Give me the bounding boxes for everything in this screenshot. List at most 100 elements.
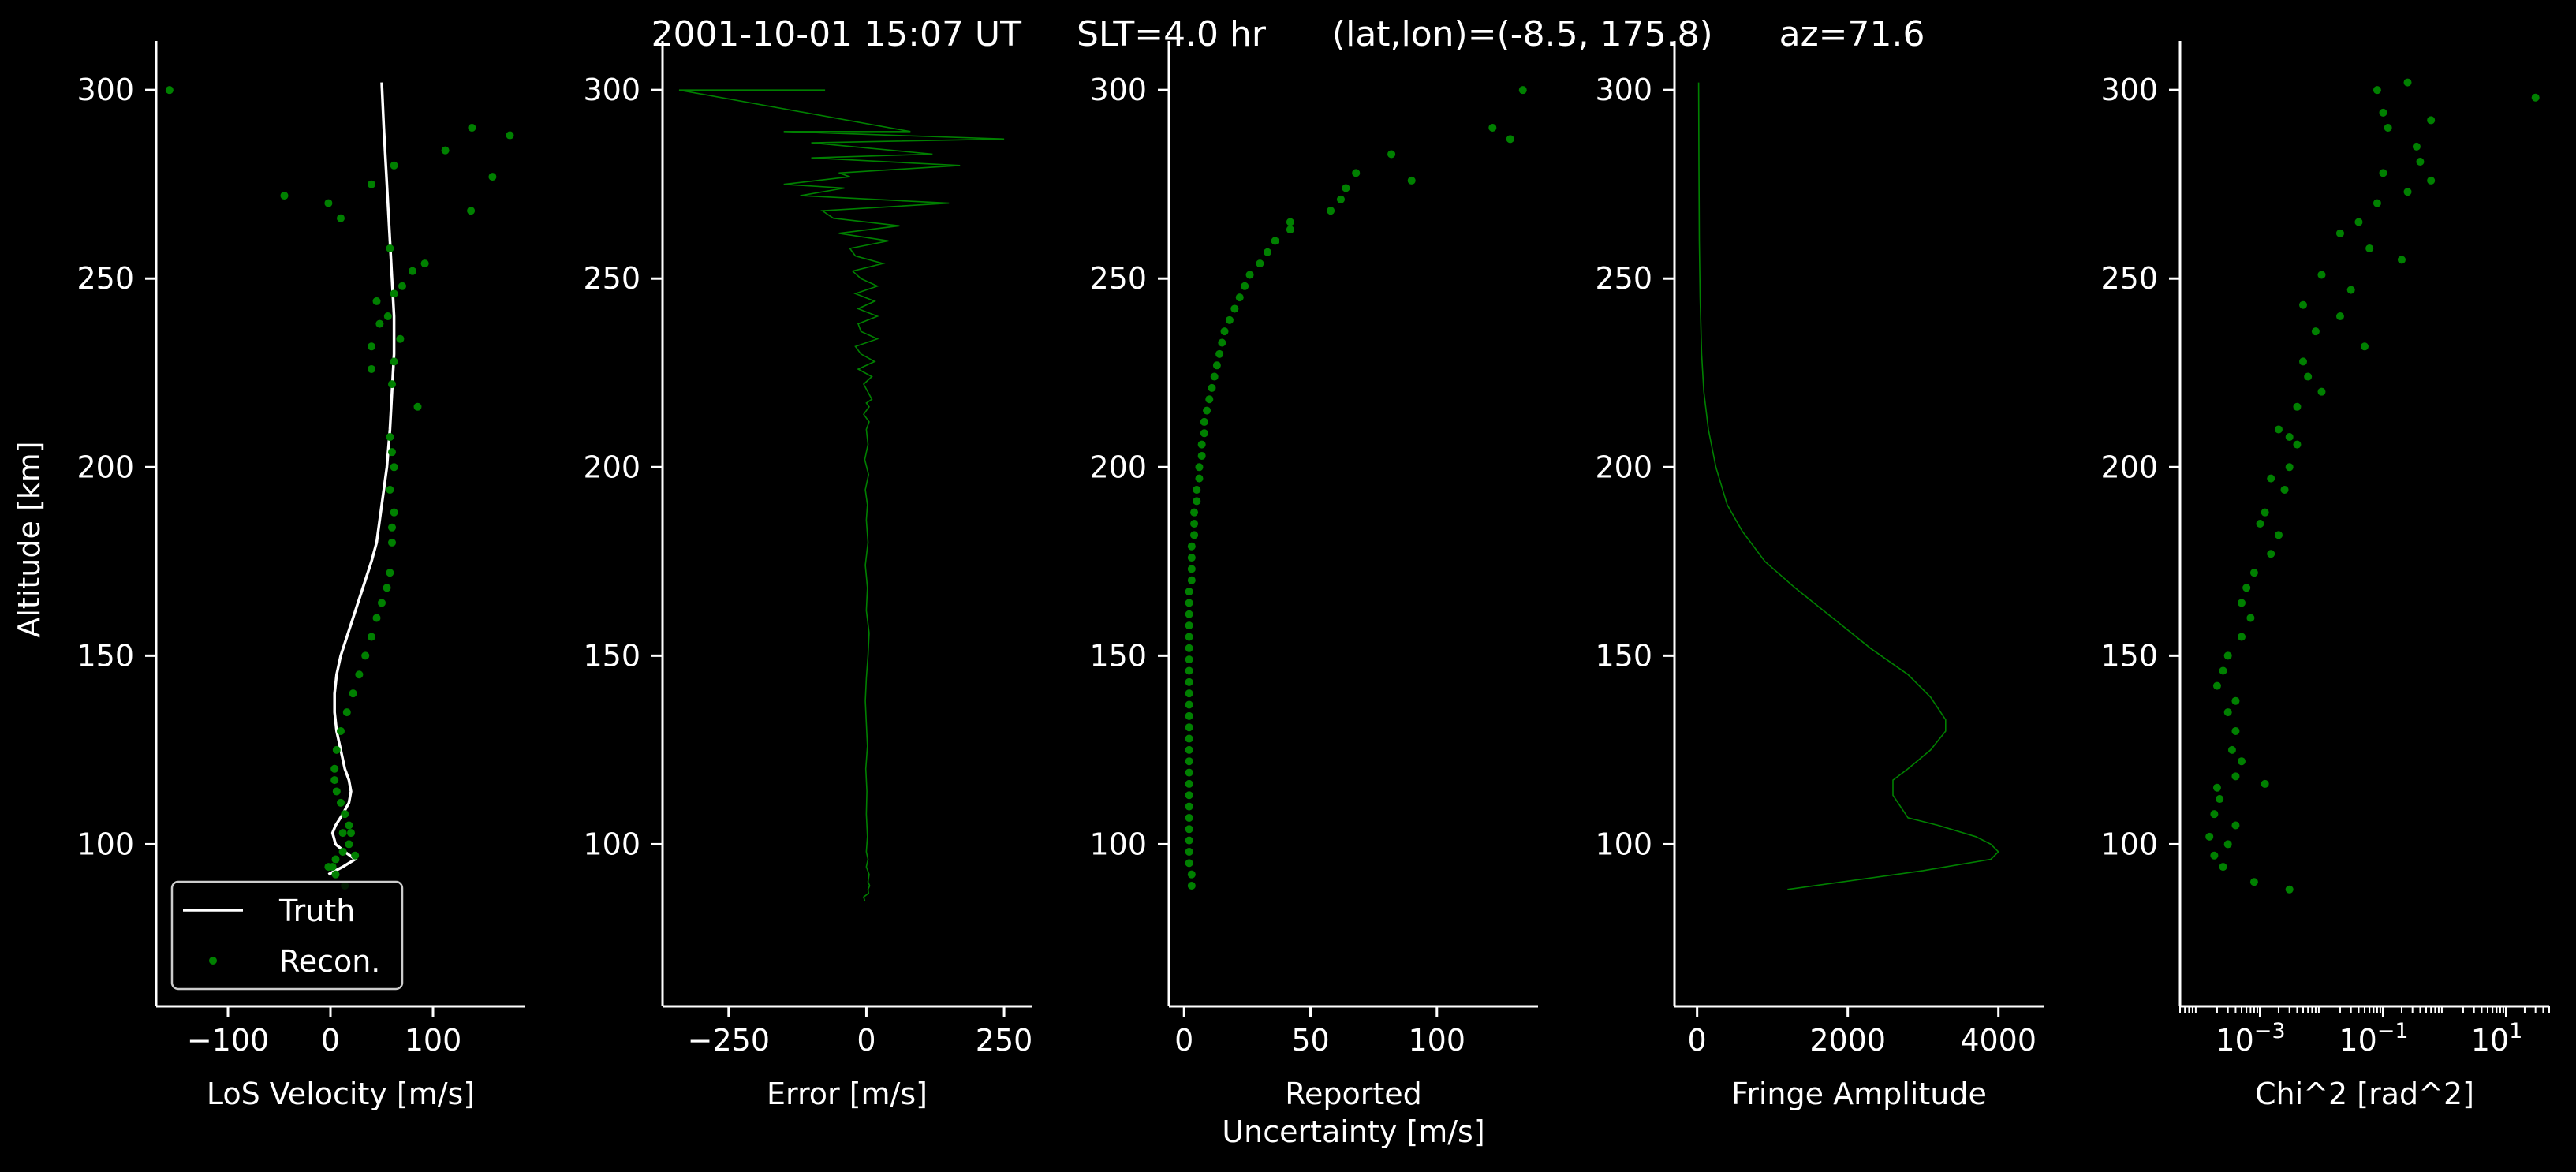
data-point xyxy=(386,569,394,577)
data-point xyxy=(338,829,347,838)
x-axis-label: Uncertainty [m/s] xyxy=(1222,1114,1484,1149)
data-point xyxy=(2274,425,2283,434)
y-tick-label: 300 xyxy=(2100,73,2158,107)
data-point xyxy=(1271,237,1279,245)
data-point xyxy=(347,829,355,838)
data-point xyxy=(2373,199,2381,207)
data-point xyxy=(2317,271,2326,279)
data-point xyxy=(372,614,381,622)
x-tick-label: 2000 xyxy=(1809,1023,1886,1058)
data-point xyxy=(2293,402,2302,411)
y-axis-label: Altitude [km] xyxy=(12,441,47,637)
data-point xyxy=(2335,312,2344,321)
data-point xyxy=(1190,531,1199,539)
data-point xyxy=(488,173,497,181)
data-point xyxy=(413,402,422,411)
x-tick-label: −250 xyxy=(688,1023,770,1058)
data-point xyxy=(1185,621,1193,630)
data-point xyxy=(2219,863,2227,872)
x-tick-label: 0 xyxy=(1174,1023,1193,1058)
data-point xyxy=(1185,847,1193,856)
data-point xyxy=(1407,176,1416,185)
y-tick-label: 150 xyxy=(1595,638,1652,673)
data-point xyxy=(383,312,392,321)
y-tick-label: 200 xyxy=(1595,450,1652,484)
data-point xyxy=(1225,315,1234,324)
data-point xyxy=(441,146,450,155)
data-point xyxy=(388,538,396,547)
data-point xyxy=(2280,485,2289,494)
data-point xyxy=(375,319,384,328)
y-tick-label: 100 xyxy=(77,827,134,861)
x-axis-label: Reported xyxy=(1285,1077,1421,1111)
data-point xyxy=(2249,878,2258,886)
data-point xyxy=(361,651,370,660)
data-point xyxy=(280,192,289,200)
data-point xyxy=(2384,123,2392,132)
y-tick-label: 250 xyxy=(1089,261,1147,296)
data-point xyxy=(332,745,341,754)
y-tick-label: 300 xyxy=(1089,73,1147,107)
data-point xyxy=(388,523,396,532)
data-point xyxy=(390,508,398,517)
data-point xyxy=(2285,433,2294,442)
y-tick-label: 150 xyxy=(583,638,640,673)
data-point xyxy=(386,433,394,442)
data-point xyxy=(1185,859,1193,868)
y-tick-label: 100 xyxy=(583,827,640,861)
data-point xyxy=(2242,584,2251,592)
legend-recon-swatch xyxy=(209,957,217,965)
y-tick-label: 200 xyxy=(583,450,640,484)
data-point xyxy=(1185,677,1193,686)
data-point xyxy=(1187,870,1196,879)
y-tick-label: 300 xyxy=(77,73,134,107)
data-point xyxy=(372,297,381,305)
x-tick-label: 101 xyxy=(2471,1019,2523,1058)
data-point xyxy=(2223,708,2232,717)
data-point xyxy=(1286,226,1294,234)
data-point xyxy=(2261,779,2269,788)
data-point xyxy=(1185,757,1193,766)
data-point xyxy=(1185,711,1193,720)
y-tick-label: 250 xyxy=(77,261,134,296)
data-point xyxy=(324,199,333,207)
data-point xyxy=(2231,821,2240,830)
data-point xyxy=(2293,440,2302,449)
data-point xyxy=(2299,300,2307,309)
data-point xyxy=(1193,485,1201,494)
data-point xyxy=(2397,256,2406,264)
data-point xyxy=(1185,610,1193,618)
data-point xyxy=(1241,282,1249,290)
data-point xyxy=(2285,885,2294,894)
data-point xyxy=(1200,429,1208,438)
data-point xyxy=(337,726,345,735)
data-point xyxy=(1185,644,1193,652)
data-point xyxy=(1195,474,1204,483)
data-point xyxy=(2212,681,2221,690)
data-point xyxy=(337,214,345,222)
data-point xyxy=(1187,576,1196,584)
y-tick-label: 200 xyxy=(1089,450,1147,484)
data-point xyxy=(2379,108,2387,117)
data-point xyxy=(1200,417,1208,426)
data-point xyxy=(386,485,394,494)
data-point xyxy=(1185,768,1193,777)
data-point xyxy=(331,855,340,864)
truth-line xyxy=(327,82,396,876)
data-point xyxy=(2267,550,2275,558)
legend-box xyxy=(170,880,404,991)
data-point xyxy=(1488,123,1497,132)
data-point xyxy=(349,689,357,698)
data-point xyxy=(368,180,375,188)
panel-3: 100 150 200 250 300 0 50 100 ReportedUncertainty… xyxy=(1089,41,1538,1149)
data-point xyxy=(1185,813,1193,822)
data-point xyxy=(1185,723,1193,732)
y-tick-label: 250 xyxy=(2100,261,2158,296)
y-tick-label: 100 xyxy=(1595,827,1652,861)
data-point xyxy=(2373,86,2381,95)
y-tick-label: 200 xyxy=(2100,450,2158,484)
data-point xyxy=(1245,271,1254,279)
x-tick-label: 250 xyxy=(976,1023,1033,1058)
